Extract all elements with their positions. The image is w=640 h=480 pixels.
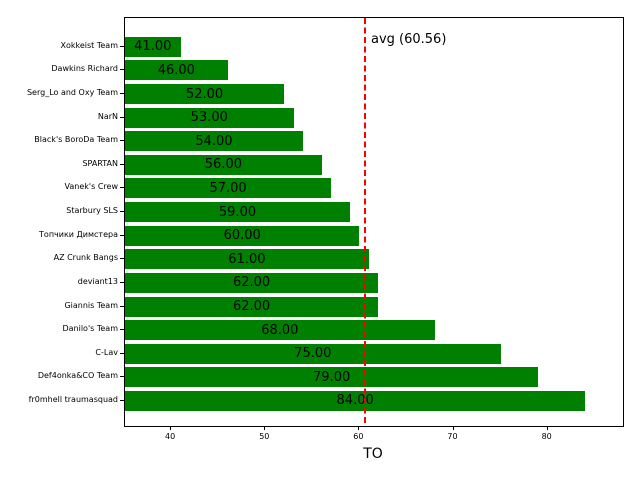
y-tick bbox=[120, 140, 124, 142]
y-tick bbox=[120, 116, 124, 118]
y-tick-label: SPARTAN bbox=[82, 158, 118, 168]
x-tick bbox=[546, 426, 548, 430]
y-tick-label: Giannis Team bbox=[64, 300, 118, 310]
bar-value-label: 54.00 bbox=[195, 133, 233, 149]
bar: 56.00 bbox=[125, 154, 322, 175]
y-tick-label: Vanek's Crew bbox=[64, 182, 118, 192]
y-tick-label: deviant13 bbox=[77, 276, 118, 286]
bar: 62.00 bbox=[125, 272, 379, 293]
bar: 46.00 bbox=[125, 60, 228, 81]
x-tick-label: 80 bbox=[541, 432, 552, 441]
plot-area: 41.00 46.00 52.00 53.00 54.00 56.00 57.00 59.00… bbox=[124, 17, 624, 427]
bar-value-label: 53.00 bbox=[190, 110, 228, 126]
bar: 68.00 bbox=[125, 320, 435, 341]
x-tick-label: 40 bbox=[165, 432, 176, 441]
y-tick bbox=[120, 211, 124, 213]
y-tick-label: Xokkeist Team bbox=[60, 40, 119, 50]
bar-value-label: 75.00 bbox=[294, 346, 332, 362]
bar: 41.00 bbox=[125, 36, 181, 57]
bar: 59.00 bbox=[125, 202, 350, 223]
bar-value-label: 62.00 bbox=[232, 299, 271, 314]
y-tick bbox=[120, 258, 124, 260]
y-tick bbox=[120, 399, 124, 401]
bar: 52.00 bbox=[125, 84, 285, 105]
y-tick bbox=[120, 93, 124, 95]
x-tick-label: 70 bbox=[447, 432, 458, 441]
y-tick bbox=[120, 329, 124, 331]
x-tick bbox=[170, 426, 172, 430]
x-tick bbox=[264, 426, 266, 430]
bar: 61.00 bbox=[125, 249, 369, 270]
bar: 60.00 bbox=[125, 225, 360, 246]
y-tick-label: Black's BoroDa Team bbox=[34, 135, 118, 145]
y-tick-label: C-Lav bbox=[95, 347, 118, 357]
y-tick bbox=[120, 376, 124, 378]
bar-value-label: 52.00 bbox=[185, 86, 224, 102]
bar: 53.00 bbox=[125, 107, 294, 128]
y-tick-label: Def4onka&CO Team bbox=[37, 371, 118, 381]
x-axis-label: TO bbox=[363, 446, 383, 462]
bar: 57.00 bbox=[125, 178, 332, 199]
y-tick bbox=[120, 352, 124, 354]
bar: 84.00 bbox=[125, 390, 586, 411]
bar-value-label: 68.00 bbox=[261, 322, 299, 338]
y-tick bbox=[120, 305, 124, 307]
y-tick-label: Danilo's Team bbox=[62, 324, 118, 334]
x-tick bbox=[452, 426, 454, 430]
y-tick-label: NarN bbox=[97, 111, 118, 121]
y-tick bbox=[120, 281, 124, 283]
bar-value-label: 41.00 bbox=[134, 39, 172, 55]
bar-value-label: 56.00 bbox=[204, 157, 242, 173]
x-tick bbox=[358, 426, 360, 430]
x-tick-label: 50 bbox=[259, 432, 270, 441]
avg-annotation: avg (60.56) bbox=[371, 32, 447, 47]
y-tick bbox=[120, 187, 124, 189]
bar-value-label: 61.00 bbox=[228, 251, 266, 267]
y-tick-label: Dawkins Richard bbox=[51, 64, 118, 74]
x-tick-label: 60 bbox=[353, 432, 364, 441]
bar: 79.00 bbox=[125, 367, 539, 388]
y-tick-label: Топчики Димстера bbox=[39, 229, 118, 239]
bar-value-label: 59.00 bbox=[218, 204, 257, 220]
bar-value-label: 46.00 bbox=[157, 62, 195, 78]
bar-value-label: 79.00 bbox=[313, 369, 351, 385]
y-tick-label: Serg_Lo and Oxy Team bbox=[26, 88, 118, 98]
avg-threshold-line bbox=[363, 18, 366, 426]
y-tick-label: Starbury SLS bbox=[66, 206, 118, 216]
bar: 54.00 bbox=[125, 131, 303, 152]
bar-value-label: 60.00 bbox=[223, 228, 261, 244]
bar-value-label: 62.00 bbox=[232, 275, 271, 291]
bar-value-label: 84.00 bbox=[336, 393, 374, 409]
y-tick bbox=[120, 163, 124, 165]
bar: 62.00 bbox=[125, 296, 379, 317]
y-tick bbox=[120, 234, 124, 236]
bar: 75.00 bbox=[125, 343, 501, 364]
y-tick bbox=[120, 69, 124, 71]
y-tick-label: fr0mhell traumasquad bbox=[28, 394, 118, 404]
bar-value-label: 57.00 bbox=[209, 180, 247, 196]
y-tick-label: AZ Crunk Bangs bbox=[53, 253, 118, 263]
y-tick bbox=[120, 45, 124, 47]
